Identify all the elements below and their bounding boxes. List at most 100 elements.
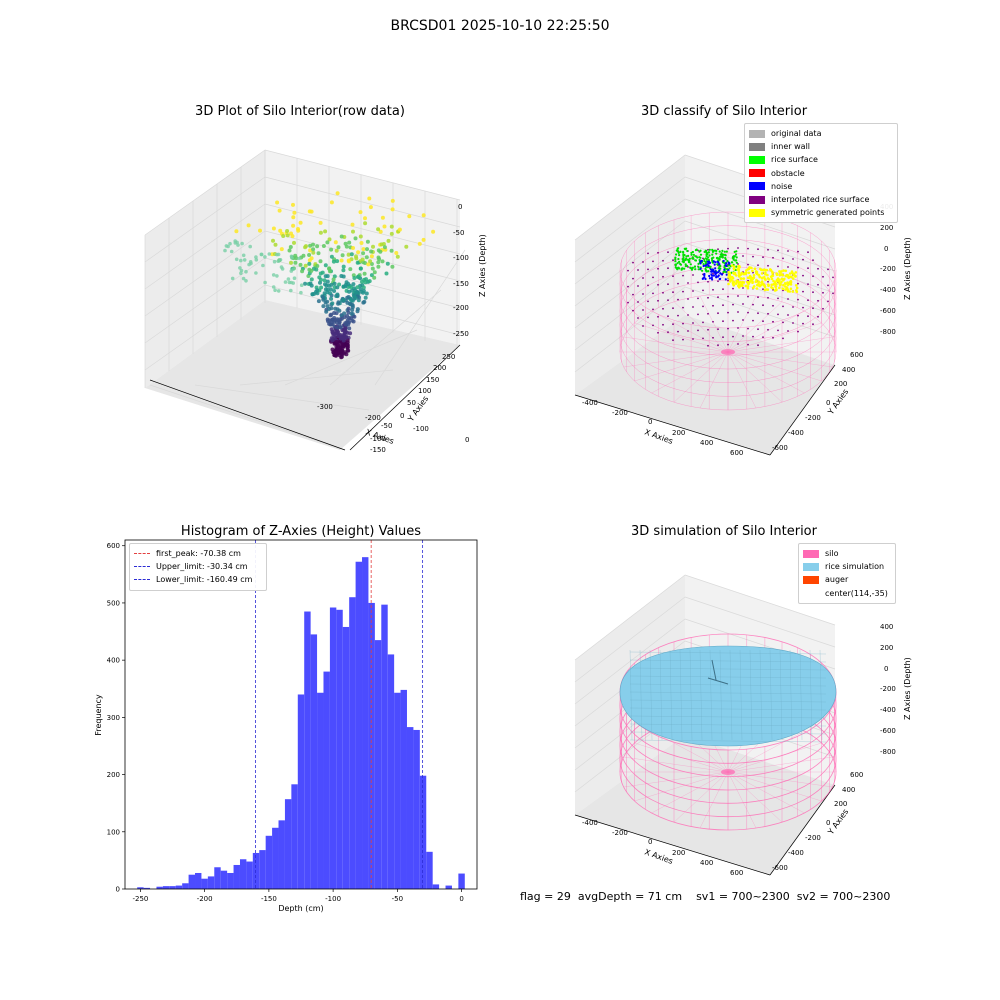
raw-point [334,340,339,344]
raw-point [254,271,258,275]
grid-line [574,220,686,307]
raw-point [327,237,332,242]
raw-point [315,288,320,293]
symmetric-point [746,280,749,284]
panel2-title: 3D classify of Silo Interior [640,104,808,119]
legend-label: inner wall [771,142,811,152]
p1-ztick-3: -150 [453,280,469,288]
interpolated-point [777,329,779,332]
raw-point [315,264,320,268]
interpolated-point [682,338,684,341]
surface-mesh-line [629,649,633,741]
silo-floor-spoke [623,336,729,353]
interpolated-point [757,248,759,251]
raw-point [339,258,344,263]
interpolated-point [747,311,749,314]
legend-swatch [803,575,819,584]
p4-xlabel: X Axies [643,847,674,866]
histogram-bar-33 [349,597,356,889]
raw-point [379,242,384,247]
p4-zlabel: Z Axies (Depth) [903,657,912,720]
histogram-bar-7 [182,883,189,889]
interpolated-point [732,287,734,290]
raw-point [285,233,290,238]
raw-point [307,253,312,257]
y-axis-line [769,784,836,876]
noise-point [727,269,730,272]
raw-point [341,284,346,289]
histogram-x-ticks: -250 -200 -150 -100 -50 0 [132,889,464,903]
p2-xtick-3: 200 [672,429,685,437]
raw-point [325,279,330,284]
grid-line [574,286,686,373]
interpolated-point [662,307,664,310]
raw-point [361,285,366,290]
raw-point [349,252,354,257]
rice-surface-point [705,255,708,258]
symmetric-point [794,271,798,274]
grid-line [684,574,836,626]
rice-surface-point [721,249,724,252]
raw-point [290,234,295,239]
raw-point [330,347,335,352]
interpolated-point [782,337,784,340]
raw-point [341,274,346,279]
raw-point [358,287,363,292]
histogram-bar-39 [387,654,395,889]
raw-point [312,291,317,296]
sv1-text: sv1 = 700~2300 [696,890,790,903]
rice-surface-point [723,250,726,253]
raw-point [336,300,341,305]
histogram-bar-13 [220,870,228,889]
p2-xtick-5: 600 [730,449,743,457]
interpolated-point [792,306,794,308]
histogram-bar-28 [317,692,324,889]
grid-line [284,329,418,386]
rice-surface-point [677,257,680,261]
raw-point [358,210,363,215]
raw-point [293,260,298,265]
histogram-y-ticks: 0 100 200 300 400 500 600 [107,542,125,894]
raw-point [263,280,267,285]
histogram-bar-37 [374,640,382,889]
p2-xlabel: X Axies [643,427,674,446]
raw-point [320,295,325,299]
x-axis-line [574,394,771,456]
noise-point [724,278,727,281]
symmetric-point [751,269,754,273]
silo-floor-spoke [727,771,783,823]
raw-point [254,255,258,259]
histogram-bar-1 [143,887,151,889]
noise-point [699,262,702,265]
interpolated-point [717,248,719,251]
interpolated-point [777,297,779,300]
silo-floor-spoke [623,756,729,773]
interpolated-point [772,256,774,259]
histogram-bar-30 [329,607,337,889]
surface-mesh-line [649,649,653,741]
interpolated-point [762,320,764,323]
interpolated-point [697,313,699,316]
interpolated-point [807,299,809,302]
rice-surface-point [728,267,731,270]
rice-surface-point [708,254,711,257]
p2-ztick-3: -200 [880,265,896,273]
symmetric-point [778,286,781,290]
symmetric-point [755,270,759,274]
raw-point [240,241,244,246]
y-tick-label-1: 100 [107,828,120,836]
raw-point [292,276,297,280]
p2-ztick-4: -400 [880,286,896,294]
rice-surface-point [725,250,728,253]
noise-point [712,274,715,277]
symmetric-point [784,288,787,291]
symmetric-point [731,276,735,280]
raw-point [335,259,340,264]
interpolated-point [652,260,654,263]
raw-point [223,248,227,253]
interpolated-point [662,275,664,278]
histogram-ylabel: Frequency [94,694,103,736]
rice-surface-point [675,253,678,256]
symmetric-point [771,274,774,277]
raw-point [318,259,323,264]
